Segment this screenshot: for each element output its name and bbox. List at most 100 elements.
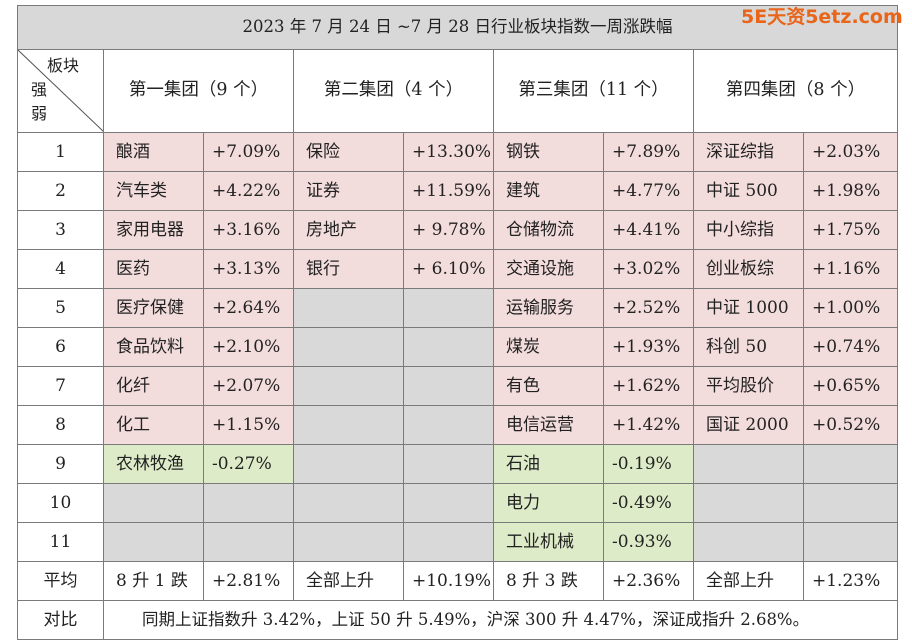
empty-cell (293, 327, 404, 367)
watermark-text: 5E天资5etz.com (741, 5, 903, 28)
empty-cell (293, 444, 404, 484)
change-value-cell: +13.30% (403, 132, 494, 172)
sector-name-cell: 工业机械 (493, 522, 604, 562)
average-row: 平均 8 升 1 跌 +2.81% 全部上升 +10.19% 8 升 3 跌 +… (17, 561, 898, 601)
sector-name-cell: 医药 (103, 249, 204, 289)
group-header-2: 第二集团（4 个） (293, 49, 494, 133)
change-value-cell: +1.16% (803, 249, 898, 289)
empty-cell (803, 522, 898, 562)
empty-cell (403, 444, 494, 484)
empty-cell (293, 522, 404, 562)
table-row: 6 食品饮料 +2.10% 煤炭 +1.93% 科创 50 +0.74% (17, 327, 898, 367)
comparison-row: 对比 同期上证指数升 3.42%，上证 50 升 5.49%，沪深 300 升 … (17, 600, 898, 640)
sector-name-cell: 交通设施 (493, 249, 604, 289)
empty-cell (803, 483, 898, 523)
empty-cell (403, 522, 494, 562)
empty-cell (693, 522, 804, 562)
sector-name-cell: 平均股价 (693, 366, 804, 406)
comparison-text: 同期上证指数升 3.42%，上证 50 升 5.49%，沪深 300 升 4.4… (103, 600, 898, 640)
change-value-cell: +7.89% (603, 132, 694, 172)
sector-name-cell: 有色 (493, 366, 604, 406)
rank-cell: 3 (17, 210, 104, 250)
empty-cell (693, 483, 804, 523)
change-value-cell: +0.65% (803, 366, 898, 406)
sector-name-cell: 仓储物流 (493, 210, 604, 250)
change-value-cell: -0.27% (203, 444, 294, 484)
sector-name-cell: 食品饮料 (103, 327, 204, 367)
sector-name-cell: 化纤 (103, 366, 204, 406)
sector-name-cell: 石油 (493, 444, 604, 484)
change-value-cell: +3.13% (203, 249, 294, 289)
sector-name-cell: 运输服务 (493, 288, 604, 328)
change-value-cell: +1.98% (803, 171, 898, 211)
sector-name-cell: 银行 (293, 249, 404, 289)
table-row: 8 化工 +1.15% 电信运营 +1.42% 国证 2000 +0.52% (17, 405, 898, 445)
table-row: 10 电力 -0.49% (17, 483, 898, 523)
change-value-cell: +2.07% (203, 366, 294, 406)
rank-cell: 9 (17, 444, 104, 484)
sector-name-cell: 电信运营 (493, 405, 604, 445)
empty-cell (293, 366, 404, 406)
change-value-cell: +0.74% (803, 327, 898, 367)
sector-name-cell: 家用电器 (103, 210, 204, 250)
change-value-cell: +1.93% (603, 327, 694, 367)
corner-label-weak: 弱 (31, 104, 48, 123)
table-row: 3 家用电器 +3.16% 房地产 + 9.78% 仓储物流 +4.41% 中小综指 +1.75… (17, 210, 898, 250)
change-value-cell: +1.75% (803, 210, 898, 250)
average-group-2-summary: 全部上升 (293, 561, 404, 601)
rank-cell: 4 (17, 249, 104, 289)
comparison-label: 对比 (17, 600, 104, 640)
group-header-3: 第三集团（11 个） (493, 49, 694, 133)
empty-cell (203, 483, 294, 523)
change-value-cell: +3.02% (603, 249, 694, 289)
corner-label-strong: 强 (31, 80, 48, 99)
empty-cell (403, 288, 494, 328)
sector-name-cell: 中证 1000 (693, 288, 804, 328)
table-row: 11 工业机械 -0.93% (17, 522, 898, 562)
rank-cell: 8 (17, 405, 104, 445)
change-value-cell: +0.52% (803, 405, 898, 445)
sector-name-cell: 证券 (293, 171, 404, 211)
empty-cell (693, 444, 804, 484)
sector-name-cell: 建筑 (493, 171, 604, 211)
group-header-1: 第一集团（9 个） (103, 49, 294, 133)
average-group-3-summary: 8 升 3 跌 (493, 561, 604, 601)
change-value-cell: +4.22% (203, 171, 294, 211)
change-value-cell: +4.41% (603, 210, 694, 250)
empty-cell (293, 483, 404, 523)
sector-name-cell: 保险 (293, 132, 404, 172)
empty-cell (293, 405, 404, 445)
table-row: 2 汽车类 +4.22% 证券 +11.59% 建筑 +4.77% 中证 500 +1.98% (17, 171, 898, 211)
empty-cell (203, 522, 294, 562)
sector-name-cell: 中证 500 (693, 171, 804, 211)
sector-name-cell: 电力 (493, 483, 604, 523)
change-value-cell: -0.93% (603, 522, 694, 562)
change-value-cell: +1.62% (603, 366, 694, 406)
average-label: 平均 (17, 561, 104, 601)
empty-cell (103, 483, 204, 523)
change-value-cell: +2.52% (603, 288, 694, 328)
diagonal-divider (18, 50, 103, 132)
rank-cell: 6 (17, 327, 104, 367)
sector-name-cell: 煤炭 (493, 327, 604, 367)
sector-name-cell: 科创 50 (693, 327, 804, 367)
average-group-2-value: +10.19% (403, 561, 494, 601)
sector-name-cell: 农林牧渔 (103, 444, 204, 484)
sector-name-cell: 中小综指 (693, 210, 804, 250)
average-group-4-value: +1.23% (803, 561, 898, 601)
empty-cell (103, 522, 204, 562)
change-value-cell: +3.16% (203, 210, 294, 250)
sector-name-cell: 医疗保健 (103, 288, 204, 328)
change-value-cell: +2.64% (203, 288, 294, 328)
change-value-cell: +2.03% (803, 132, 898, 172)
rank-cell: 1 (17, 132, 104, 172)
change-value-cell: -0.19% (603, 444, 694, 484)
rank-cell: 10 (17, 483, 104, 523)
table-row: 9 农林牧渔 -0.27% 石油 -0.19% (17, 444, 898, 484)
table-row: 5 医疗保健 +2.64% 运输服务 +2.52% 中证 1000 +1.00% (17, 288, 898, 328)
table-row: 4 医药 +3.13% 银行 + 6.10% 交通设施 +3.02% 创业板综 +1.16% (17, 249, 898, 289)
site-watermark-logo: 5E天资5etz.com (741, 5, 903, 28)
sector-name-cell: 深证综指 (693, 132, 804, 172)
sector-name-cell: 汽车类 (103, 171, 204, 211)
corner-label-sector: 板块 (47, 56, 80, 75)
